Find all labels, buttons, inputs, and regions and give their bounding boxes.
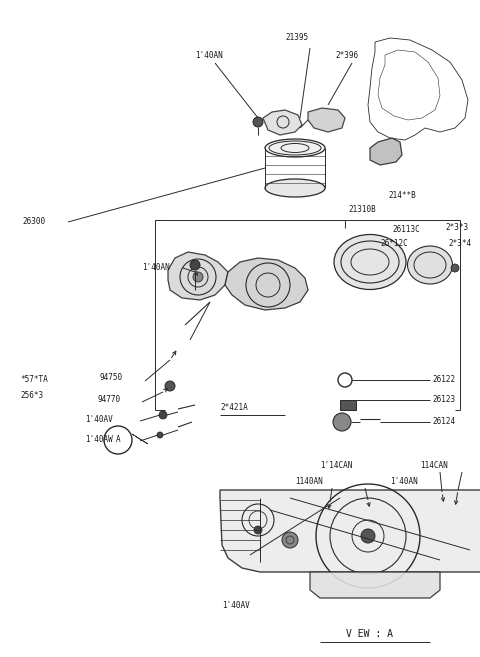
Text: 26123: 26123 xyxy=(432,396,455,405)
Text: 1'40AW: 1'40AW xyxy=(85,436,113,445)
Circle shape xyxy=(333,413,351,431)
Ellipse shape xyxy=(265,139,325,157)
Text: 21310B: 21310B xyxy=(348,206,376,214)
Text: 1'40AV: 1'40AV xyxy=(222,600,250,610)
Polygon shape xyxy=(370,138,402,165)
Text: A: A xyxy=(116,436,120,445)
Text: 26*12C: 26*12C xyxy=(380,240,408,248)
Circle shape xyxy=(253,117,263,127)
Polygon shape xyxy=(225,258,308,310)
Text: 1'14CAN: 1'14CAN xyxy=(320,461,352,470)
Ellipse shape xyxy=(408,246,453,284)
Text: 26124: 26124 xyxy=(432,417,455,426)
Circle shape xyxy=(157,432,163,438)
Text: 256*3: 256*3 xyxy=(20,392,43,401)
Circle shape xyxy=(254,526,262,534)
Polygon shape xyxy=(263,110,302,135)
Ellipse shape xyxy=(334,235,406,290)
Text: 26122: 26122 xyxy=(432,376,455,384)
Text: V EW : A: V EW : A xyxy=(347,629,394,639)
Ellipse shape xyxy=(265,179,325,197)
Circle shape xyxy=(282,532,298,548)
Circle shape xyxy=(165,381,175,391)
Text: 1'40AV: 1'40AV xyxy=(85,415,113,424)
Text: *57*TA: *57*TA xyxy=(20,376,48,384)
Circle shape xyxy=(190,260,200,270)
Text: 2*3*3: 2*3*3 xyxy=(445,223,468,233)
Bar xyxy=(340,400,356,410)
Polygon shape xyxy=(168,252,228,300)
Text: 26113C: 26113C xyxy=(392,225,420,235)
Circle shape xyxy=(361,529,375,543)
Polygon shape xyxy=(220,490,480,572)
Text: 1140AN: 1140AN xyxy=(295,478,323,486)
Circle shape xyxy=(159,411,167,419)
Text: 2*421A: 2*421A xyxy=(220,403,248,413)
Text: 1'40AN: 1'40AN xyxy=(195,51,223,60)
Text: 2*396: 2*396 xyxy=(335,51,358,60)
Text: 114CAN: 114CAN xyxy=(420,461,448,470)
Text: 2*3*4: 2*3*4 xyxy=(448,240,471,248)
Text: 214**B: 214**B xyxy=(388,191,416,200)
Polygon shape xyxy=(308,108,345,132)
Text: 1'40AN: 1'40AN xyxy=(390,478,418,486)
Polygon shape xyxy=(310,572,440,598)
Circle shape xyxy=(451,264,459,272)
Text: 26300: 26300 xyxy=(22,217,45,227)
Text: 1'40AN: 1'40AN xyxy=(142,263,170,273)
Text: 94770: 94770 xyxy=(97,396,120,405)
Text: 21395: 21395 xyxy=(285,34,308,43)
Text: 94750: 94750 xyxy=(100,373,123,382)
Circle shape xyxy=(193,272,203,282)
Polygon shape xyxy=(132,434,148,444)
